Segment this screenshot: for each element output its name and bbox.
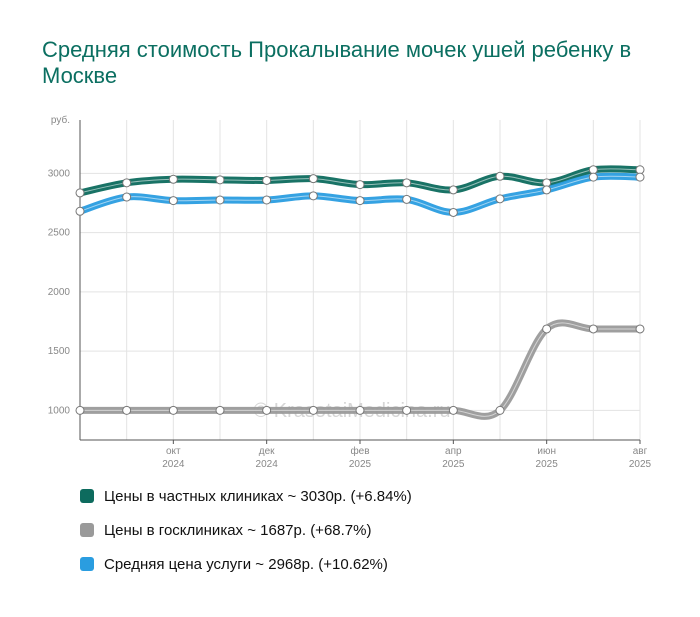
axes: 1000 1500 2000 2500 3000 руб. окт 2024 дек 2024 фе… xyxy=(48,114,652,470)
data-point[interactable] xyxy=(448,405,458,415)
legend-swatch-public xyxy=(80,523,94,537)
data-point[interactable] xyxy=(635,324,645,334)
data-point[interactable] xyxy=(168,174,178,184)
x-tick-label-year: 2025 xyxy=(442,459,465,470)
data-point[interactable] xyxy=(542,324,552,334)
data-point[interactable] xyxy=(122,178,132,188)
data-point[interactable] xyxy=(448,185,458,195)
y-tick-label: 2000 xyxy=(48,287,71,298)
data-point[interactable] xyxy=(215,405,225,415)
data-point[interactable] xyxy=(308,191,318,201)
y-tick-label: 2500 xyxy=(48,228,71,239)
x-tick-label-month: июн xyxy=(537,446,556,457)
data-point[interactable] xyxy=(215,175,225,185)
x-tick-label-year: 2024 xyxy=(162,459,185,470)
legend-item-average[interactable]: Средняя цена услуги ~ 2968р. (+10.62%) xyxy=(80,554,412,574)
data-point[interactable] xyxy=(495,405,505,415)
data-point[interactable] xyxy=(262,405,272,415)
legend-label-average: Средняя цена услуги ~ 2968р. (+10.62%) xyxy=(104,555,388,573)
data-point[interactable] xyxy=(635,172,645,182)
data-point[interactable] xyxy=(168,405,178,415)
data-point[interactable] xyxy=(355,196,365,206)
legend-item-public[interactable]: Цены в госклиниках ~ 1687р. (+68.7%) xyxy=(80,520,412,540)
data-point[interactable] xyxy=(75,405,85,415)
x-tick-label-year: 2025 xyxy=(536,459,559,470)
data-point[interactable] xyxy=(448,207,458,217)
legend: Цены в частных клиниках ~ 3030р. (+6.84%… xyxy=(80,486,412,588)
data-point[interactable] xyxy=(215,195,225,205)
x-tick-label-year: 2024 xyxy=(256,459,279,470)
data-point[interactable] xyxy=(75,188,85,198)
data-point[interactable] xyxy=(588,165,598,175)
legend-item-private[interactable]: Цены в частных клиниках ~ 3030р. (+6.84%… xyxy=(80,486,412,506)
y-axis-unit: руб. xyxy=(51,114,70,126)
data-point[interactable] xyxy=(495,194,505,204)
data-point[interactable] xyxy=(635,165,645,175)
legend-swatch-average xyxy=(80,557,94,571)
x-tick-label-month: окт xyxy=(166,446,181,457)
points xyxy=(75,165,645,415)
data-point[interactable] xyxy=(122,405,132,415)
x-tick-label-month: авг xyxy=(633,446,648,457)
x-tick-label-month: фев xyxy=(350,445,369,457)
grid xyxy=(79,120,641,440)
data-point[interactable] xyxy=(588,172,598,182)
legend-label-public: Цены в госклиниках ~ 1687р. (+68.7%) xyxy=(104,521,372,539)
legend-swatch-private xyxy=(80,489,94,503)
data-point[interactable] xyxy=(308,405,318,415)
legend-label-private: Цены в частных клиниках ~ 3030р. (+6.84%… xyxy=(104,487,412,505)
x-tick-label-month: апр xyxy=(445,446,462,457)
data-point[interactable] xyxy=(122,192,132,202)
data-point[interactable] xyxy=(402,194,412,204)
data-point[interactable] xyxy=(262,195,272,205)
data-point[interactable] xyxy=(355,180,365,190)
data-point[interactable] xyxy=(168,196,178,206)
data-point[interactable] xyxy=(402,405,412,415)
y-tick-label: 3000 xyxy=(48,168,71,179)
chart-title: Средняя стоимость Прокалывание мочек уше… xyxy=(42,37,632,88)
data-point[interactable] xyxy=(355,405,365,415)
data-point[interactable] xyxy=(308,174,318,184)
x-tick-label-year: 2025 xyxy=(629,459,652,470)
y-tick-label: 1000 xyxy=(48,405,71,416)
data-point[interactable] xyxy=(588,324,598,334)
y-tick-label: 1500 xyxy=(48,346,71,357)
x-tick-label-month: дек xyxy=(259,446,275,457)
data-point[interactable] xyxy=(262,175,272,185)
data-point[interactable] xyxy=(495,171,505,181)
data-point[interactable] xyxy=(542,185,552,195)
x-tick-label-year: 2025 xyxy=(349,459,372,470)
data-point[interactable] xyxy=(402,178,412,188)
data-point[interactable] xyxy=(75,206,85,216)
